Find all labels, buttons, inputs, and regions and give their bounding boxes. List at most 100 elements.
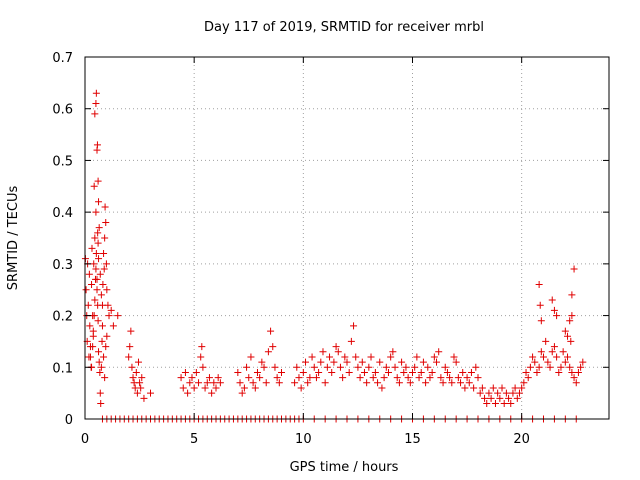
data-point bbox=[439, 379, 447, 387]
data-point bbox=[564, 353, 572, 361]
data-point bbox=[365, 363, 373, 371]
data-point bbox=[216, 379, 224, 387]
data-point bbox=[134, 358, 142, 366]
data-point bbox=[299, 368, 307, 376]
data-point bbox=[463, 374, 471, 382]
data-point bbox=[147, 389, 154, 397]
data-point bbox=[129, 374, 137, 382]
data-point bbox=[380, 374, 388, 382]
data-point bbox=[297, 384, 305, 392]
x-tick-label: 15 bbox=[404, 432, 421, 447]
data-point bbox=[502, 389, 510, 397]
data-point bbox=[535, 281, 543, 289]
data-point bbox=[251, 384, 259, 392]
data-point bbox=[94, 317, 102, 325]
data-point bbox=[100, 265, 108, 273]
data-point bbox=[192, 368, 200, 376]
data-point bbox=[128, 363, 136, 371]
data-point bbox=[190, 384, 198, 392]
data-point bbox=[197, 353, 205, 361]
data-point bbox=[526, 363, 534, 371]
data-point bbox=[437, 374, 445, 382]
data-point bbox=[86, 322, 94, 330]
data-point bbox=[306, 374, 314, 382]
data-point bbox=[430, 353, 438, 361]
data-point bbox=[184, 389, 192, 397]
data-point bbox=[411, 363, 419, 371]
chart-title: Day 117 of 2019, SRMTID for receiver mrb… bbox=[204, 20, 484, 35]
data-point bbox=[577, 363, 585, 371]
data-point bbox=[260, 363, 268, 371]
data-point bbox=[126, 343, 134, 351]
data-point bbox=[371, 368, 379, 376]
data-point bbox=[334, 348, 342, 356]
x-axis: 0 5 10 15 20 bbox=[81, 57, 530, 447]
data-point bbox=[454, 374, 462, 382]
data-point bbox=[548, 296, 556, 304]
data-point bbox=[234, 368, 242, 376]
data-point bbox=[271, 363, 279, 371]
data-point bbox=[186, 379, 194, 387]
data-point bbox=[208, 389, 216, 397]
data-point bbox=[304, 379, 312, 387]
data-point bbox=[515, 389, 523, 397]
data-point bbox=[518, 384, 526, 392]
data-point bbox=[376, 358, 384, 366]
data-point bbox=[542, 337, 550, 345]
data-point bbox=[537, 348, 545, 356]
data-point bbox=[92, 265, 100, 273]
data-point bbox=[474, 374, 482, 382]
data-point bbox=[409, 368, 416, 376]
data-point bbox=[478, 384, 486, 392]
data-point bbox=[323, 363, 331, 371]
data-point bbox=[395, 379, 403, 387]
data-point bbox=[561, 358, 569, 366]
data-point bbox=[489, 384, 497, 392]
data-point bbox=[100, 353, 108, 361]
data-point bbox=[94, 177, 102, 185]
data-point bbox=[332, 343, 340, 351]
data-point bbox=[568, 291, 576, 299]
data-point bbox=[572, 379, 580, 387]
data-point bbox=[240, 384, 248, 392]
data-point bbox=[89, 332, 97, 340]
data-point bbox=[90, 182, 98, 190]
data-point bbox=[485, 389, 493, 397]
data-point bbox=[199, 363, 207, 371]
data-point bbox=[92, 89, 100, 97]
data-point bbox=[253, 368, 261, 376]
x-tick-label: 0 bbox=[81, 432, 89, 447]
data-point bbox=[428, 368, 436, 376]
data-point bbox=[181, 368, 189, 376]
data-point bbox=[212, 384, 220, 392]
data-point bbox=[95, 224, 103, 232]
data-point bbox=[96, 389, 104, 397]
data-point bbox=[358, 358, 366, 366]
y-tick-label: 0.7 bbox=[52, 51, 73, 66]
data-point bbox=[278, 368, 285, 376]
data-point bbox=[89, 343, 97, 351]
data-point bbox=[500, 399, 508, 407]
grid bbox=[85, 57, 609, 419]
data-point bbox=[293, 363, 301, 371]
data-point bbox=[498, 384, 506, 392]
data-point bbox=[567, 337, 575, 345]
data-point bbox=[88, 281, 96, 289]
data-point bbox=[387, 353, 395, 361]
data-point bbox=[568, 368, 576, 376]
data-point bbox=[470, 384, 478, 392]
data-point bbox=[374, 379, 382, 387]
data-point bbox=[295, 374, 303, 382]
x-tick-label: 20 bbox=[513, 432, 530, 447]
data-point bbox=[356, 374, 364, 382]
data-point bbox=[203, 379, 211, 387]
data-point bbox=[360, 368, 368, 376]
y-axis: 0 0.1 0.2 0.3 0.4 0.5 0.6 0.7 bbox=[52, 51, 609, 428]
data-point bbox=[384, 368, 392, 376]
data-point bbox=[461, 384, 469, 392]
data-point bbox=[550, 343, 558, 351]
data-point bbox=[417, 368, 425, 376]
data-point bbox=[426, 374, 434, 382]
data-point bbox=[546, 363, 554, 371]
